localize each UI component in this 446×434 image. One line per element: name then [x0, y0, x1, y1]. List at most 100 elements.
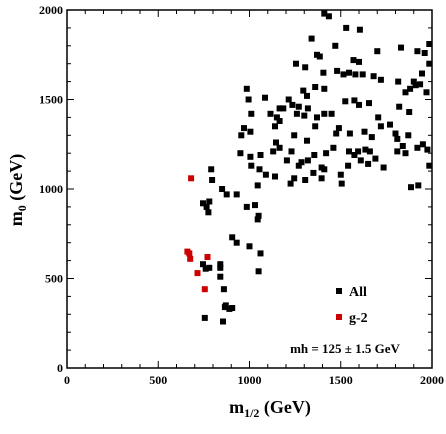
data-point [346, 130, 353, 137]
data-point [304, 137, 310, 144]
data-point [184, 248, 191, 255]
data-point [233, 191, 240, 198]
data-point [276, 118, 283, 124]
data-point [217, 264, 224, 271]
data-point [248, 162, 255, 169]
data-point [423, 89, 430, 96]
data-point [255, 212, 262, 219]
svg-text:m0 (GeV): m0 (GeV) [6, 154, 29, 226]
mh-annotation: mh = 125 ± 1.5 GeV [290, 341, 400, 356]
data-point [366, 100, 372, 107]
data-point [351, 152, 358, 158]
data-point [402, 150, 409, 157]
x-tick-label: 0 [64, 373, 70, 387]
data-point [321, 110, 328, 117]
y-axis-label-main: m [6, 211, 26, 226]
y-tick-label: 1500 [39, 93, 63, 107]
data-point [293, 110, 300, 117]
data-point [318, 175, 325, 182]
data-point [203, 203, 210, 210]
data-point [380, 164, 387, 171]
data-point [350, 57, 357, 64]
data-point [377, 123, 384, 130]
data-point [332, 42, 339, 49]
data-point [316, 53, 323, 60]
x-tick-label: 2000 [420, 373, 444, 387]
data-point [293, 60, 299, 67]
data-point [285, 96, 292, 103]
data-point [412, 82, 419, 89]
data-point [302, 64, 309, 71]
data-point [205, 209, 212, 216]
data-point [405, 132, 412, 139]
y-axis-title: m0 (GeV) [6, 154, 29, 226]
data-point [323, 150, 330, 157]
data-point [200, 261, 206, 268]
data-point [396, 103, 403, 110]
data-point [187, 255, 194, 262]
x-axis-label-unit: (GeV) [259, 397, 310, 418]
data-point [426, 60, 433, 67]
data-point [419, 70, 425, 77]
data-point [270, 148, 277, 155]
data-point [295, 103, 302, 110]
y-tick-label: 2000 [39, 3, 63, 17]
data-point [343, 24, 350, 31]
data-point [375, 114, 382, 121]
data-point [328, 110, 335, 117]
data-point [338, 180, 345, 187]
data-point [223, 191, 230, 198]
data-point [312, 123, 319, 130]
x-axis-label-main: m [229, 397, 244, 417]
legend-label-all: All [349, 285, 367, 300]
data-point [255, 268, 262, 275]
data-point [356, 58, 362, 65]
data-point [321, 85, 328, 92]
data-point [304, 157, 311, 164]
data-point [262, 171, 269, 178]
data-point [273, 139, 279, 146]
data-point [257, 152, 264, 158]
data-point [301, 112, 308, 119]
data-point [320, 69, 327, 76]
legend: All g-2 [336, 285, 368, 326]
axis-ticks: 0 500 1000 1500 2000 0 500 1000 1500 2000 [39, 3, 444, 387]
data-point [311, 152, 318, 158]
data-point [312, 84, 319, 90]
data-point [426, 162, 433, 169]
data-point [330, 144, 337, 151]
data-point [321, 10, 328, 17]
data-point [407, 85, 414, 92]
data-point [243, 203, 250, 210]
data-point [300, 87, 307, 94]
data-point [201, 314, 208, 321]
data-point [302, 177, 309, 183]
data-point [276, 105, 283, 112]
data-point [217, 273, 224, 280]
data-point [402, 89, 409, 96]
data-point [280, 105, 287, 112]
data-point [321, 166, 328, 173]
data-point [254, 216, 261, 223]
data-point [410, 78, 417, 85]
data-point [238, 132, 245, 139]
legend-marker-all [336, 288, 342, 294]
x-tick-label: 1500 [329, 373, 353, 387]
data-point [424, 146, 431, 153]
data-point [188, 175, 195, 182]
data-point [414, 144, 421, 151]
data-point [219, 186, 226, 192]
data-point [346, 69, 352, 76]
data-point [304, 105, 311, 112]
data-point [273, 114, 280, 121]
data-point [351, 97, 358, 104]
data-point [370, 73, 377, 80]
data-point [291, 132, 298, 139]
data-point [252, 202, 258, 209]
y-axis-label-unit: (GeV) [6, 154, 27, 205]
data-point [395, 78, 402, 85]
data-point [340, 71, 347, 78]
data-point [295, 162, 302, 169]
data-point [408, 184, 414, 191]
